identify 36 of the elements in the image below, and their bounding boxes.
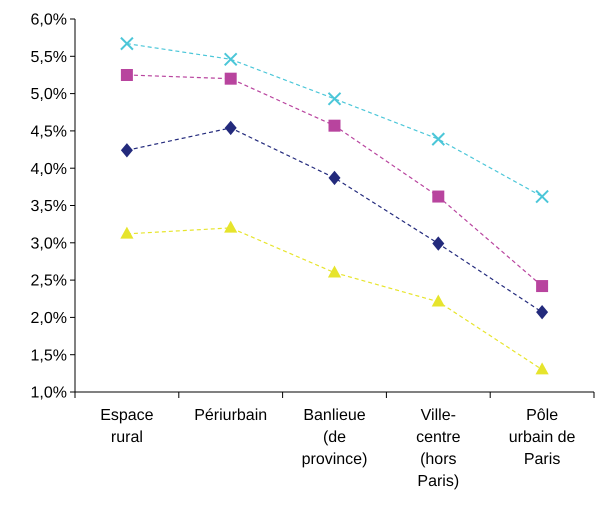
y-tick-label: 6,0% — [30, 12, 67, 29]
point — [536, 362, 549, 374]
point — [120, 68, 133, 81]
y-tick-label: 4,0% — [30, 160, 67, 178]
point — [120, 36, 134, 51]
y-tick-label: 5,5% — [30, 48, 67, 66]
point — [535, 190, 550, 204]
x-tick-label: Espace rural — [100, 407, 154, 446]
point — [224, 120, 237, 136]
point — [328, 92, 342, 106]
point — [328, 265, 342, 278]
y-tick-label: 2,5% — [30, 272, 67, 290]
point — [224, 52, 238, 66]
point — [224, 72, 237, 85]
x-tick-label: Ville-centre (hors Paris) — [416, 407, 461, 490]
y-tick-label: 3,5% — [30, 198, 67, 216]
y-tick-label: 1,0% — [30, 384, 67, 402]
point — [328, 170, 340, 186]
y-tick-label: 5,0% — [30, 86, 67, 104]
point — [120, 226, 134, 239]
y-tick-label: 2,0% — [30, 310, 67, 327]
point — [536, 280, 548, 292]
point — [536, 304, 548, 320]
y-tick-label: 3,0% — [30, 235, 67, 252]
point — [224, 220, 238, 233]
point — [328, 120, 340, 132]
y-tick-label: 1,5% — [30, 347, 67, 364]
point — [431, 132, 446, 146]
y-tick-label: 4,5% — [30, 124, 67, 140]
point — [120, 143, 133, 158]
x-tick-label: Banlieue (de province) — [302, 407, 368, 468]
point — [432, 294, 445, 307]
point — [432, 236, 444, 251]
x-tick-label: Périurbain — [194, 407, 268, 424]
x-tick-label: Pôle urbain de Paris — [508, 407, 576, 468]
point — [432, 190, 444, 203]
